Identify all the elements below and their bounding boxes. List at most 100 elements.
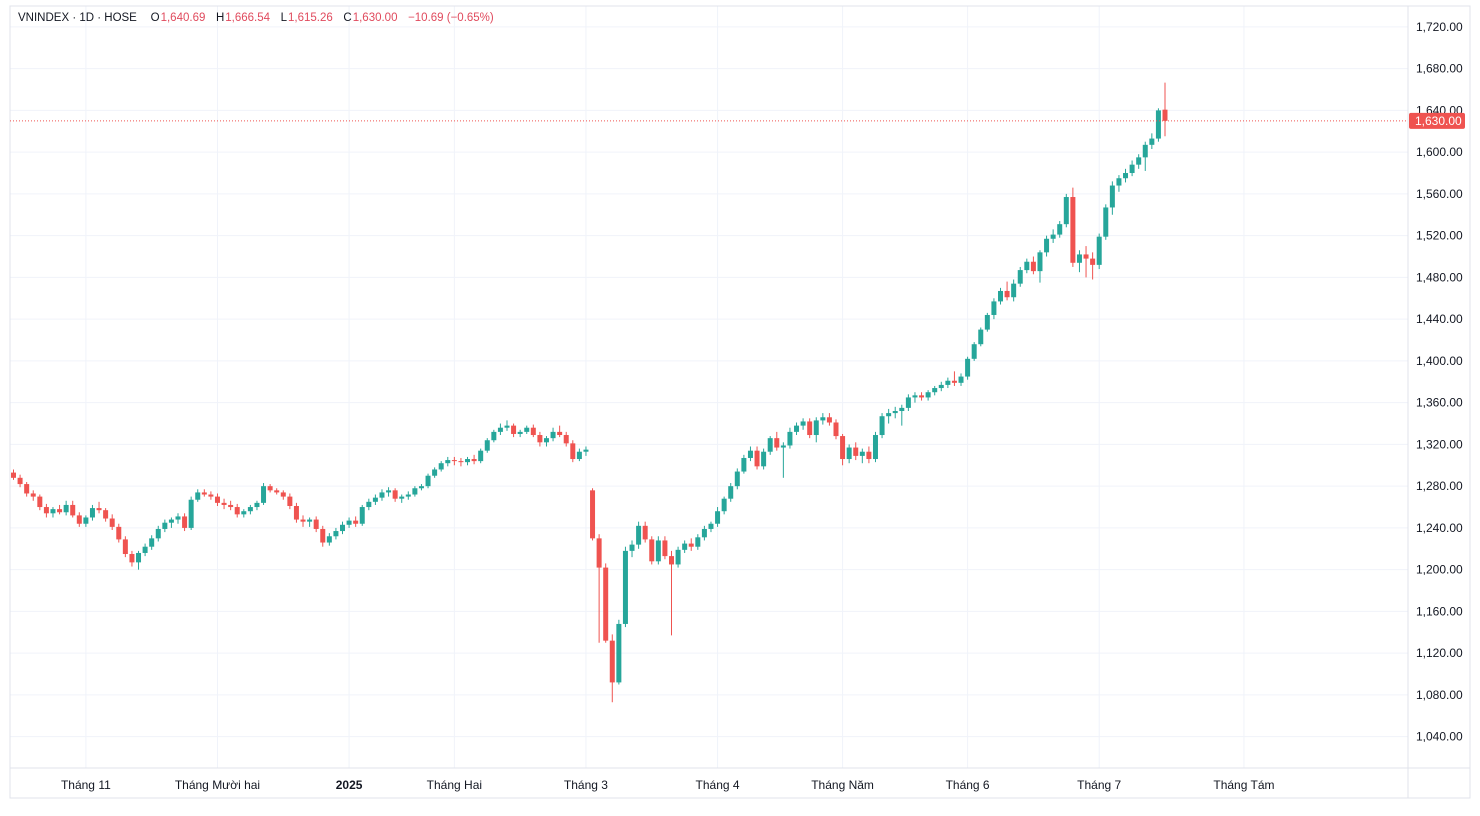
candle [872,431,878,463]
candle [1096,233,1102,270]
candle [1123,168,1129,183]
candle [886,408,892,424]
candle [1030,256,1036,275]
candle-body [333,531,339,537]
y-tick-label: 1,320.00 [1416,437,1463,451]
x-axis[interactable]: Tháng 11 Tháng Mười hai 2025 Tháng Hai Tháng… [61,778,1275,792]
candle-body [1004,290,1010,298]
candle [603,563,609,643]
candle [741,454,747,474]
candle-body [669,556,674,565]
candle [346,517,352,528]
candle [971,342,977,361]
candle [761,448,767,470]
y-tick-label: 1,720.00 [1416,20,1463,34]
candle-body [109,518,115,527]
candle-body [1063,197,1069,225]
candle [155,525,161,542]
candle [576,448,582,462]
x-tick-label: Tháng Mười hai [175,778,260,792]
candle [221,498,227,510]
candle [445,456,451,467]
candle-body [1057,224,1063,235]
x-tick-label: Tháng 7 [1077,778,1121,792]
candle-body [688,543,694,547]
candle-body [826,417,832,423]
y-tick-label: 1,520.00 [1416,229,1463,243]
candle [570,440,576,463]
candle-body [754,450,760,467]
last-price-tag: 1,630.00 [1409,112,1465,129]
candle [326,533,332,546]
candle-body [228,504,234,508]
candle-body [195,492,201,500]
low-value: 1,615.26 [288,12,333,24]
candle-body [1136,157,1142,165]
candle [550,427,556,442]
candle [162,519,168,533]
candle [747,446,753,462]
candle [701,525,707,541]
candle [695,534,701,550]
candle [662,536,668,560]
candle-body [50,509,56,514]
candle-body [497,427,503,432]
candle-body [76,515,82,524]
candle-body [188,499,194,528]
candle-body [254,502,260,508]
candle-body [1090,258,1096,265]
candle [478,448,484,464]
candle-body [859,451,865,456]
candle [530,424,536,438]
candle [116,523,122,543]
candle [708,521,714,533]
candle-body [662,540,668,557]
candle [1004,281,1010,301]
candle [596,534,602,643]
y-tick-label: 1,080.00 [1416,688,1463,702]
candle-body [116,526,122,540]
candle [504,420,510,431]
candle-body [372,497,378,502]
candle [1070,187,1076,267]
candle [136,550,142,570]
x-tick-label: Tháng Năm [811,778,874,792]
candle [37,494,43,511]
grid [10,6,1408,768]
candle [622,546,628,628]
high-value: 1,666.54 [225,12,271,24]
candle [655,536,661,565]
x-tick-label: Tháng Hai [427,778,482,792]
y-tick-label: 1,040.00 [1416,730,1463,744]
candle [787,427,793,449]
candle-body [767,438,773,452]
candle-body [201,492,207,495]
high-label: H [215,12,225,24]
candle [1129,160,1135,177]
candle [405,491,411,500]
candle [333,527,339,540]
candle [247,504,253,515]
candle-body [280,492,286,497]
candle-body [616,623,622,683]
candle [399,494,405,503]
y-axis[interactable]: 1,040.00 1,080.00 1,120.00 1,160.00 1,200.00… [1416,20,1463,744]
candle-body [978,329,984,345]
candle [1050,229,1056,243]
candle-body [945,380,951,385]
candle-body [484,440,490,451]
candle-body [136,552,142,563]
candle-body [721,498,727,512]
change-value: −10.69 (−0.65%) [408,12,494,24]
candle [214,493,220,506]
candle-body [938,384,944,389]
candle-body [932,388,938,393]
candle [1149,133,1155,150]
candle [17,474,23,488]
candle-body [359,507,365,524]
candle [129,550,135,567]
x-tick-label: 2025 [336,778,363,792]
candle [372,494,378,505]
candle-body [570,443,576,460]
